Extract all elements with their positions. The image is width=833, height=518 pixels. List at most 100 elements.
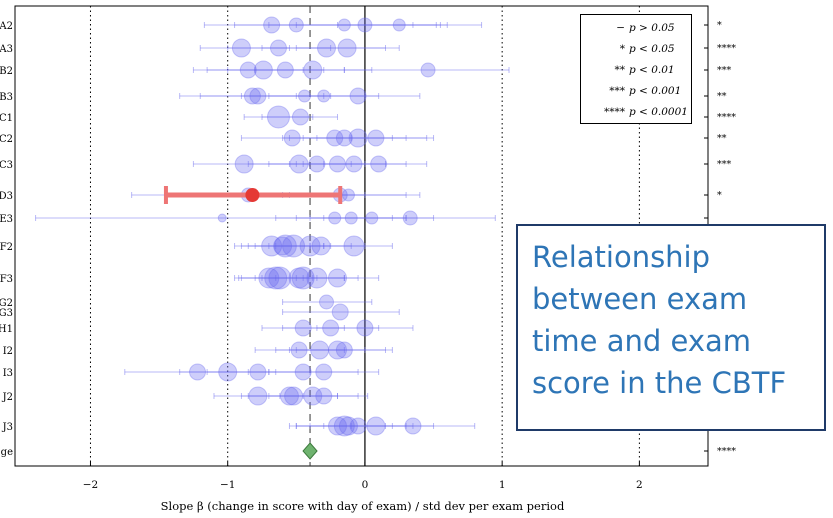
exam-point [273,234,297,258]
exam-point [367,129,385,147]
exam-point [253,60,273,80]
exam-point [420,62,436,78]
exam-point [356,319,374,337]
exam-point [338,416,358,436]
significance-label: **** [717,43,736,54]
row-label: G3 [0,308,13,319]
callout-line: score in the CBTF [532,366,787,400]
callout-line: between exam [532,282,748,316]
legend-symbol: * [619,43,625,55]
exam-point [343,235,365,257]
exam-point [299,235,321,257]
exam-point [264,266,288,290]
exam-point [268,266,292,290]
row-label: J2 [2,392,13,403]
callout-line: Relationship [532,240,711,274]
callout-line: time and exam [532,324,752,358]
callout-box: Relationship between exam time and exam … [516,224,826,431]
x-tick-label: 1 [499,479,506,491]
row-label: A3 [0,44,13,55]
significance-label: *** [717,65,732,76]
exam-point [294,363,312,381]
legend: − p > 0.05 * p < 0.05 ** p < 0.01 *** p … [580,14,692,124]
exam-point [288,17,304,33]
x-tick-label: −2 [83,479,98,491]
exam-point [308,155,326,173]
exam-point [337,38,357,58]
exam-point [294,319,312,337]
exam-point [331,303,349,321]
exam-point [357,17,373,33]
exam-point [349,87,367,105]
exam-point [231,38,251,58]
exam-point [234,154,254,174]
exam-point [279,386,299,406]
exam-point [402,210,418,226]
significance-label: **** [717,112,736,123]
exam-point [392,18,406,32]
exam-point [261,235,283,257]
row-label: E3 [0,214,13,225]
row-label: B2 [0,66,13,77]
exam-point [263,16,281,34]
row-label: F2 [0,242,13,253]
exam-point [276,61,294,79]
row-label: I3 [3,368,13,379]
exam-point [328,211,342,225]
row-label: D3 [0,191,13,202]
exam-point [248,386,268,406]
exam-point [370,155,388,173]
x-tick-label: 2 [636,479,643,491]
legend-entry: − p > 0.05 [581,19,693,39]
exam-point [349,417,367,435]
exam-point [345,155,363,173]
exam-point [328,155,346,173]
exam-point [319,294,335,310]
exam-point [311,236,331,256]
highlight-point [245,188,260,202]
exam-point [348,128,368,148]
exam-point [269,39,287,57]
exam-point [335,341,353,359]
exam-point [218,362,238,382]
exam-point [288,267,310,289]
exam-point [303,60,323,80]
row-label: J3 [2,422,13,433]
exam-point [282,234,306,258]
exam-point [258,267,280,289]
exam-point [283,129,301,147]
significance-label: ** [717,91,727,102]
legend-label: p < 0.001 [629,85,682,97]
exam-point [333,415,355,437]
exam-point [315,363,333,381]
legend-entry: * p < 0.05 [581,40,693,60]
exam-point [344,211,358,225]
exam-point [310,340,330,360]
legend-entry: *** p < 0.001 [581,82,693,102]
exam-point [291,266,315,290]
x-axis-label: Slope β (change in score with day of exa… [160,499,565,513]
exam-point [266,105,290,129]
legend-entry: **** p < 0.0001 [581,103,693,123]
exam-point [365,211,379,225]
row-label: ge [1,447,13,458]
significance-label: ** [717,133,727,144]
legend-label: p < 0.01 [629,64,675,76]
exam-point [298,89,312,103]
exam-point [327,268,347,288]
exam-point [291,108,309,126]
exam-point [217,213,227,223]
exam-point [306,267,328,289]
significance-label: *** [717,159,732,170]
legend-entry: ** p < 0.01 [581,61,693,81]
exam-point [326,129,344,147]
row-label: A2 [0,21,13,32]
exam-point [322,319,340,337]
exam-point [243,87,261,105]
row-label: C3 [0,160,13,171]
row-label: H1 [0,324,13,335]
row-label: I2 [3,346,13,357]
row-label: F3 [0,274,13,285]
row-label: C2 [0,134,13,145]
exam-point [284,386,304,406]
